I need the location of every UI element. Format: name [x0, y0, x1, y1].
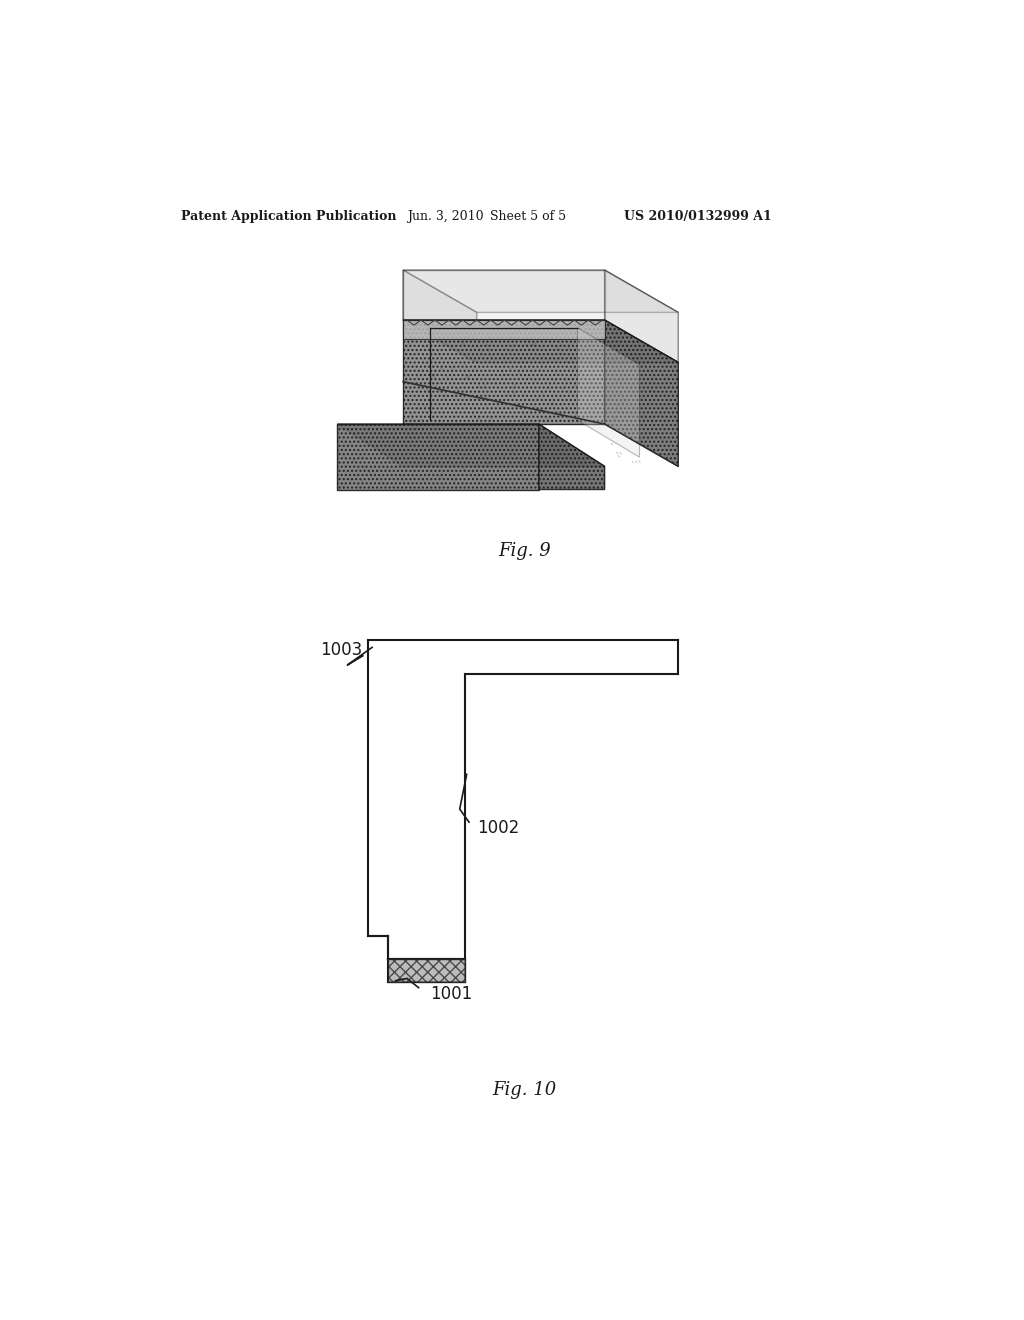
Text: 1003: 1003 — [321, 640, 362, 659]
Polygon shape — [388, 960, 465, 982]
Polygon shape — [403, 271, 477, 363]
Polygon shape — [403, 271, 604, 321]
Polygon shape — [403, 271, 678, 313]
Text: Patent Application Publication: Patent Application Publication — [180, 210, 396, 223]
Polygon shape — [403, 321, 678, 363]
Text: 1002: 1002 — [477, 820, 519, 837]
Polygon shape — [539, 424, 604, 490]
Text: Fig. 9: Fig. 9 — [499, 543, 551, 560]
Text: Sheet 5 of 5: Sheet 5 of 5 — [489, 210, 566, 223]
Polygon shape — [337, 424, 539, 490]
Polygon shape — [337, 424, 604, 466]
Polygon shape — [403, 321, 604, 339]
Polygon shape — [403, 321, 604, 424]
Polygon shape — [604, 321, 678, 466]
Polygon shape — [604, 271, 678, 363]
Text: 1001: 1001 — [430, 985, 472, 1003]
Polygon shape — [403, 321, 678, 363]
Polygon shape — [578, 327, 640, 457]
Text: Fig. 10: Fig. 10 — [493, 1081, 557, 1100]
Text: Jun. 3, 2010: Jun. 3, 2010 — [407, 210, 483, 223]
Text: US 2010/0132999 A1: US 2010/0132999 A1 — [624, 210, 772, 223]
